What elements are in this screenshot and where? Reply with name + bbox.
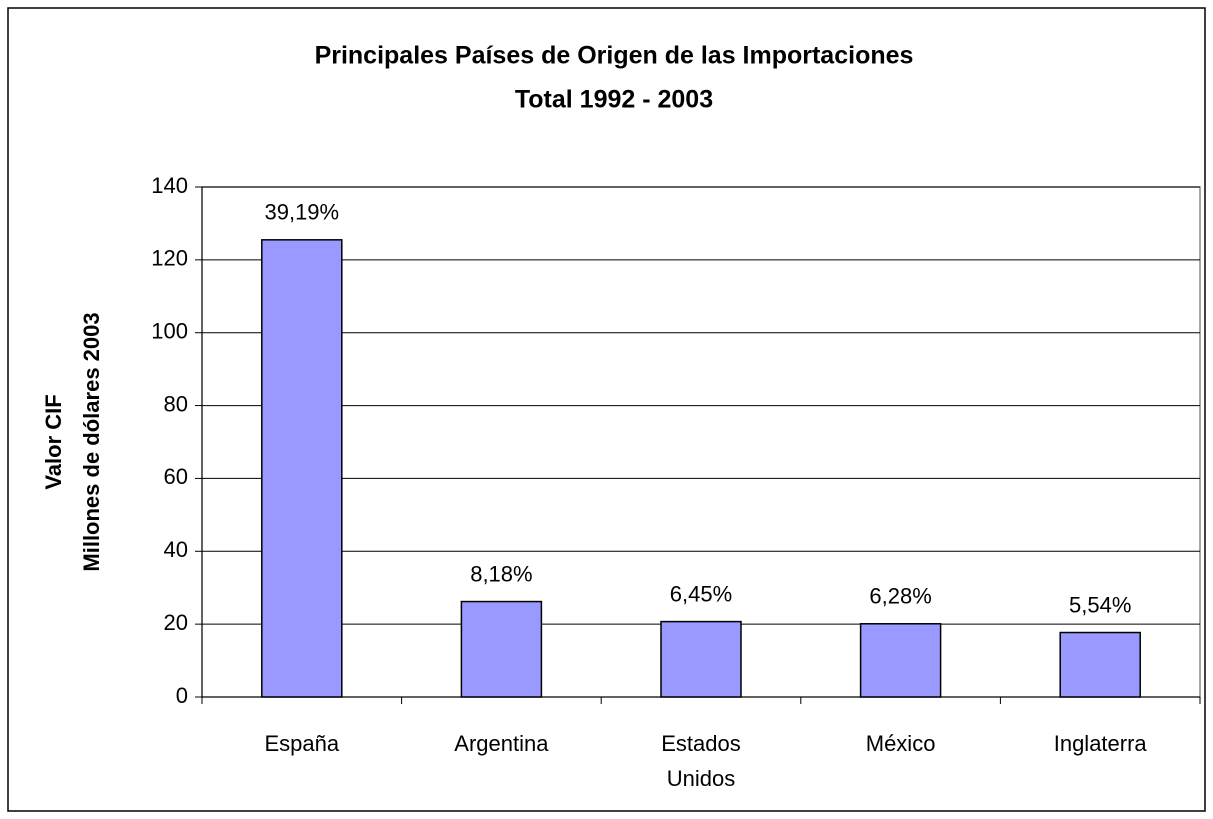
y-tick-label: 60 — [164, 464, 188, 489]
y-tick-label: 100 — [151, 319, 188, 344]
y-axis-label: Valor CIF — [41, 394, 66, 489]
y-axis-label: Millones de dólares 2003 — [79, 312, 104, 571]
data-label: 5,54% — [1069, 592, 1131, 617]
data-label: 39,19% — [264, 200, 339, 225]
x-tick-label: México — [866, 731, 936, 756]
x-tick-label: España — [264, 731, 339, 756]
bar — [859, 623, 942, 698]
chart-border — [7, 7, 1206, 812]
bar — [261, 239, 343, 698]
y-tick-label: 120 — [151, 246, 188, 271]
bar — [660, 620, 742, 698]
x-tick-label: Inglaterra — [1054, 731, 1148, 756]
x-tick-label: Argentina — [454, 731, 549, 756]
y-tick-label: 0 — [176, 683, 188, 708]
chart-subtitle: Total 1992 - 2003 — [515, 86, 713, 114]
chart-title: Principales Países de Origen de las Impo… — [315, 42, 914, 70]
y-tick-label: 20 — [164, 610, 188, 635]
bar — [460, 600, 543, 698]
y-tick-label: 40 — [164, 537, 188, 562]
y-tick-label: 140 — [151, 173, 188, 198]
y-tick-label: 80 — [164, 391, 188, 416]
data-label: 8,18% — [470, 561, 532, 586]
data-label: 6,45% — [670, 581, 732, 606]
x-tick-label: Estados Unidos — [661, 731, 741, 791]
data-label: 6,28% — [869, 584, 931, 609]
bar — [1059, 631, 1141, 698]
